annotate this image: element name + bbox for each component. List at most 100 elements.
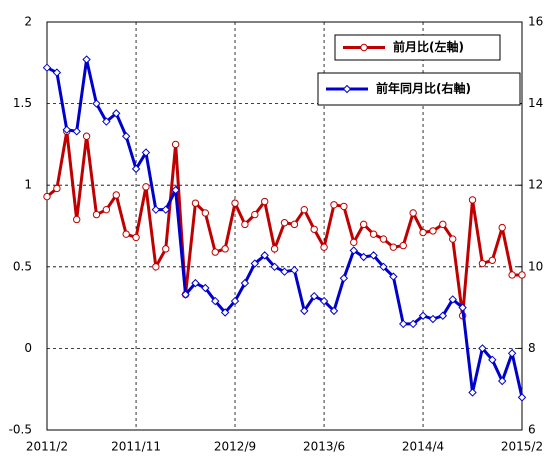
marker: [330, 201, 338, 209]
marker: [507, 349, 517, 358]
marker: [230, 296, 240, 306]
marker: [280, 267, 289, 276]
y-tick-label: 1.5: [13, 96, 32, 110]
marker: [300, 306, 309, 316]
marker: [131, 164, 141, 174]
marker: [478, 259, 487, 268]
marker: [517, 393, 527, 402]
marker: [419, 228, 427, 237]
marker: [171, 185, 180, 195]
marker: [448, 295, 457, 304]
legend-marker: [360, 43, 368, 52]
marker: [408, 319, 418, 329]
marker: [201, 209, 210, 217]
marker: [359, 220, 368, 229]
x-tick-label: 2012/9: [214, 440, 256, 454]
marker: [121, 132, 131, 141]
marker: [52, 68, 62, 77]
marker: [429, 227, 437, 235]
y-tick-label: 0: [24, 341, 32, 355]
y2-tick-label: 14: [528, 96, 543, 110]
marker: [309, 291, 319, 301]
marker: [478, 344, 487, 353]
marker: [389, 243, 398, 251]
marker: [379, 262, 388, 272]
marker: [42, 63, 52, 72]
marker: [350, 238, 358, 247]
marker: [369, 251, 378, 260]
marker: [428, 314, 438, 324]
marker: [349, 246, 358, 255]
marker: [132, 233, 140, 242]
marker: [449, 235, 457, 243]
marker: [399, 319, 408, 329]
marker: [310, 225, 318, 233]
marker: [369, 230, 378, 238]
marker: [399, 241, 407, 250]
marker: [488, 355, 497, 365]
marker: [53, 184, 61, 193]
marker: [458, 303, 467, 312]
x-tick-label: 2015/2: [501, 440, 543, 454]
marker: [220, 308, 230, 317]
marker: [320, 243, 328, 251]
marker: [72, 215, 81, 224]
marker: [409, 209, 417, 217]
marker: [211, 248, 219, 256]
marker: [92, 210, 101, 219]
y-tick-label: 1: [24, 178, 32, 192]
legend: 前年同月比(右軸): [317, 72, 521, 106]
marker: [241, 220, 249, 229]
marker: [221, 245, 229, 253]
marker: [359, 252, 368, 262]
y2-tick-label: 16: [528, 15, 543, 29]
marker: [418, 311, 428, 320]
marker: [329, 306, 339, 316]
marker: [211, 296, 220, 306]
x-tick-label: 2011/2: [26, 440, 68, 454]
marker: [62, 125, 71, 134]
x-tick-label: 2013/6: [303, 440, 345, 454]
x-tick-label: 2014/4: [402, 440, 444, 454]
marker: [122, 230, 130, 238]
marker: [142, 183, 150, 191]
marker: [319, 296, 329, 306]
marker: [112, 109, 121, 118]
marker: [231, 199, 239, 207]
marker: [339, 274, 349, 283]
marker: [141, 148, 151, 157]
marker: [389, 272, 398, 281]
marker: [162, 245, 170, 253]
legend-marker: [342, 84, 352, 94]
marker: [498, 223, 506, 232]
marker: [518, 271, 526, 279]
y-tick-label: 2: [24, 15, 32, 29]
marker: [151, 205, 161, 214]
marker: [251, 210, 259, 219]
legend: 前月比(左軸): [334, 34, 501, 61]
marker: [290, 265, 299, 275]
marker: [181, 290, 190, 299]
marker: [72, 127, 81, 136]
marker: [250, 259, 260, 268]
marker: [171, 140, 180, 149]
marker: [201, 283, 210, 293]
y2-tick-label: 12: [528, 178, 543, 192]
marker: [191, 278, 200, 288]
marker: [82, 132, 91, 140]
legend-label: 前年同月比(右軸): [376, 81, 471, 96]
marker: [488, 256, 497, 264]
marker: [379, 235, 388, 243]
marker: [102, 205, 111, 214]
marker: [508, 271, 516, 279]
marker: [300, 205, 308, 214]
marker: [270, 262, 279, 272]
y-tick-label: 0.5: [13, 259, 32, 273]
marker: [439, 220, 447, 229]
marker: [498, 376, 507, 386]
marker: [240, 278, 250, 288]
y2-tick-label: 8: [528, 341, 536, 355]
y2-tick-label: 6: [528, 423, 536, 437]
marker: [112, 191, 120, 199]
